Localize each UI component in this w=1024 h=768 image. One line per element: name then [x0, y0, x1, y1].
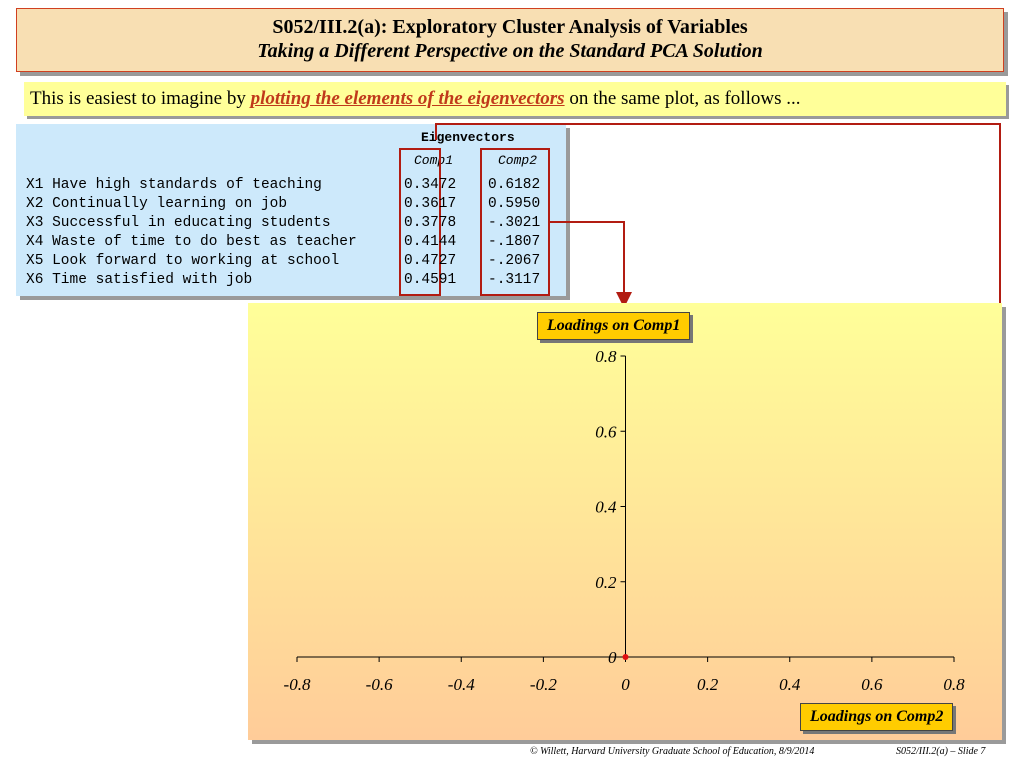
scatter-chart: -0.8 -0.6 -0.4 -0.2 0 0.2 0.4 0.6 0.8 0 0.2 0.4 0.6 0… [284, 347, 966, 694]
cell-comp1: 0.4144 [404, 234, 457, 250]
row-label: X2 Continually learning on job [26, 196, 288, 212]
x-tick-label: 0.4 [779, 675, 801, 694]
y-tick-label: 0.2 [595, 573, 617, 592]
y-tick-label: 0.4 [595, 498, 617, 517]
cell-comp2: 0.5950 [488, 196, 541, 212]
intro-emphasis: plotting the elements of the eigenvector… [250, 88, 565, 109]
x-tick-label: -0.2 [530, 675, 557, 694]
cell-comp1: 0.4727 [404, 253, 457, 269]
cell-comp2: -.3117 [488, 272, 541, 288]
row-label: X1 Have high standards of teaching [26, 177, 322, 193]
row-label: X4 Waste of time to do best as teacher [26, 234, 357, 250]
row-label: X5 Look forward to working at school [26, 253, 340, 269]
comp1-highlight-box [399, 148, 441, 296]
cell-comp1: 0.3472 [404, 177, 457, 193]
column-header-comp2: Comp2 [498, 153, 538, 168]
footer-slide-number: S052/III.2(a) – Slide 7 [896, 746, 986, 757]
cell-comp1: 0.3617 [404, 196, 457, 212]
x-tick-label: 0.2 [697, 675, 719, 694]
x-tick-label: -0.4 [448, 675, 475, 694]
intro-text-box: This is easiest to imagine by plotting t… [24, 82, 1006, 116]
row-label: X6 Time satisfied with job [26, 272, 253, 288]
x-tick-label: 0.6 [861, 675, 883, 694]
arrow-comp1 [550, 221, 632, 308]
cell-comp2: -.2067 [488, 253, 541, 269]
cell-comp2: -.3021 [488, 215, 541, 231]
slide-title-box: S052/III.2(a): Exploratory Cluster Analy… [16, 8, 1004, 72]
plot-area: -0.8 -0.6 -0.4 -0.2 0 0.2 0.4 0.6 0.8 0 0.2 0.4 0.6 0… [248, 303, 1002, 740]
cell-comp2: 0.6182 [488, 177, 541, 193]
cell-comp1: 0.3778 [404, 215, 457, 231]
data-point [622, 654, 629, 660]
comp2-highlight-box [480, 148, 550, 296]
cell-comp2: -.1807 [488, 234, 541, 250]
x-tick-label: -0.8 [284, 675, 311, 694]
y-axis-label: Loadings on Comp1 [537, 312, 691, 340]
slide-subtitle: Taking a Different Perspective on the St… [257, 40, 763, 62]
y-tick-label: 0.8 [595, 347, 617, 366]
x-axis-label: Loadings on Comp2 [800, 703, 954, 731]
x-tick-label: -0.6 [366, 675, 393, 694]
intro-text: This is easiest to imagine by [30, 88, 251, 109]
row-label: X3 Successful in educating students [26, 215, 331, 231]
eigenvector-table: Eigenvectors Comp1 Comp2 X1 Have high st… [16, 124, 566, 296]
column-header-comp1: Comp1 [414, 153, 454, 168]
x-tick-label: 0 [621, 675, 630, 694]
intro-text-end: on the same plot, as follows ... [564, 88, 801, 109]
x-tick-label: 0.8 [943, 675, 965, 694]
cell-comp1: 0.4591 [404, 272, 457, 288]
slide-title: S052/III.2(a): Exploratory Cluster Analy… [272, 16, 748, 38]
footer-copyright: © Willett, Harvard University Graduate S… [530, 746, 815, 757]
y-tick-label: 0.6 [595, 422, 617, 441]
y-tick-label: 0 [608, 648, 617, 667]
table-heading: Eigenvectors [421, 130, 515, 145]
